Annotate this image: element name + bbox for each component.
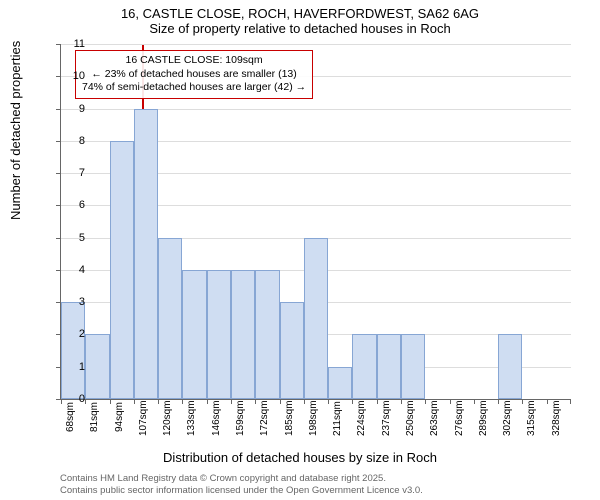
xtick-label: 81sqm — [89, 402, 100, 436]
ytick-label: 11 — [74, 38, 85, 50]
xtick-label: 276sqm — [454, 402, 465, 436]
chart-container: 16, CASTLE CLOSE, ROCH, HAVERFORDWEST, S… — [0, 0, 600, 500]
xtick-label: 133sqm — [186, 402, 197, 436]
ytick-label: 7 — [79, 167, 85, 179]
ytick-label: 6 — [79, 199, 85, 211]
ytick-mark — [56, 141, 60, 142]
xtick-mark — [182, 400, 183, 404]
xtick-mark — [377, 400, 378, 404]
xtick-label: 146sqm — [211, 402, 222, 436]
histogram-bar — [61, 302, 85, 399]
ytick-label: 5 — [79, 232, 85, 244]
ytick-label: 2 — [79, 328, 85, 340]
xtick-label: 68sqm — [65, 402, 76, 436]
xtick-mark — [85, 400, 86, 404]
ytick-mark — [56, 302, 60, 303]
xtick-mark — [425, 400, 426, 404]
xtick-mark — [401, 400, 402, 404]
xtick-mark — [61, 400, 62, 404]
ytick-mark — [56, 238, 60, 239]
ytick-mark — [56, 76, 60, 77]
ytick-mark — [56, 270, 60, 271]
ytick-label: 9 — [79, 103, 85, 115]
ytick-label: 1 — [79, 361, 85, 373]
histogram-bar — [352, 334, 376, 399]
xtick-mark — [158, 400, 159, 404]
xtick-mark — [570, 400, 571, 404]
histogram-bar — [134, 109, 158, 399]
xtick-label: 289sqm — [478, 402, 489, 436]
histogram-bar — [280, 302, 304, 399]
callout-line2: ← 23% of detached houses are smaller (13… — [82, 68, 306, 82]
xtick-mark — [522, 400, 523, 404]
histogram-bar — [498, 334, 522, 399]
histogram-bar — [182, 270, 206, 399]
xtick-mark — [280, 400, 281, 404]
histogram-bar — [401, 334, 425, 399]
ytick-mark — [56, 399, 60, 400]
xtick-label: 250sqm — [405, 402, 416, 436]
y-axis-label: Number of detached properties — [8, 41, 23, 220]
histogram-bar — [377, 334, 401, 399]
chart-title-line1: 16, CASTLE CLOSE, ROCH, HAVERFORDWEST, S… — [0, 0, 600, 21]
ytick-mark — [56, 367, 60, 368]
callout-annotation: 16 CASTLE CLOSE: 109sqm ← 23% of detache… — [75, 50, 313, 99]
xtick-label: 315sqm — [526, 402, 537, 436]
attribution-line1: Contains HM Land Registry data © Crown c… — [60, 473, 423, 484]
xtick-label: 120sqm — [162, 402, 173, 436]
xtick-mark — [110, 400, 111, 404]
histogram-bar — [328, 367, 352, 399]
xtick-label: 94sqm — [114, 402, 125, 436]
ytick-mark — [56, 44, 60, 45]
attribution-text: Contains HM Land Registry data © Crown c… — [60, 473, 423, 496]
xtick-mark — [255, 400, 256, 404]
xtick-label: 263sqm — [429, 402, 440, 436]
ytick-mark — [56, 334, 60, 335]
xtick-label: 159sqm — [235, 402, 246, 436]
xtick-label: 211sqm — [332, 402, 343, 436]
xtick-mark — [207, 400, 208, 404]
chart-title-line2: Size of property relative to detached ho… — [0, 21, 600, 40]
ytick-mark — [56, 205, 60, 206]
ytick-label: 3 — [79, 296, 85, 308]
histogram-bar — [207, 270, 231, 399]
ytick-label: 8 — [79, 135, 85, 147]
xtick-label: 237sqm — [381, 402, 392, 436]
histogram-bar — [255, 270, 279, 399]
callout-line3: 74% of semi-detached houses are larger (… — [82, 81, 306, 95]
xtick-mark — [498, 400, 499, 404]
xtick-mark — [547, 400, 548, 404]
histogram-bar — [304, 238, 328, 399]
xtick-label: 172sqm — [259, 402, 270, 436]
xtick-mark — [231, 400, 232, 404]
xtick-mark — [450, 400, 451, 404]
xtick-mark — [352, 400, 353, 404]
x-axis-label: Distribution of detached houses by size … — [0, 450, 600, 465]
ytick-mark — [56, 173, 60, 174]
xtick-label: 302sqm — [502, 402, 513, 436]
histogram-bar — [158, 238, 182, 399]
xtick-label: 185sqm — [284, 402, 295, 436]
plot-area: 68sqm81sqm94sqm107sqm120sqm133sqm146sqm1… — [60, 44, 571, 400]
xtick-label: 328sqm — [551, 402, 562, 436]
ytick-label: 10 — [73, 70, 85, 82]
gridline — [61, 44, 571, 45]
xtick-mark — [304, 400, 305, 404]
ytick-mark — [56, 109, 60, 110]
attribution-line2: Contains public sector information licen… — [60, 485, 423, 496]
histogram-bar — [110, 141, 134, 399]
xtick-label: 198sqm — [308, 402, 319, 436]
ytick-label: 0 — [79, 393, 85, 405]
callout-line1: 16 CASTLE CLOSE: 109sqm — [82, 54, 306, 68]
xtick-mark — [134, 400, 135, 404]
histogram-bar — [85, 334, 109, 399]
xtick-mark — [328, 400, 329, 404]
xtick-label: 107sqm — [138, 402, 149, 436]
ytick-label: 4 — [79, 264, 85, 276]
histogram-bar — [231, 270, 255, 399]
xtick-label: 224sqm — [356, 402, 367, 436]
xtick-mark — [474, 400, 475, 404]
